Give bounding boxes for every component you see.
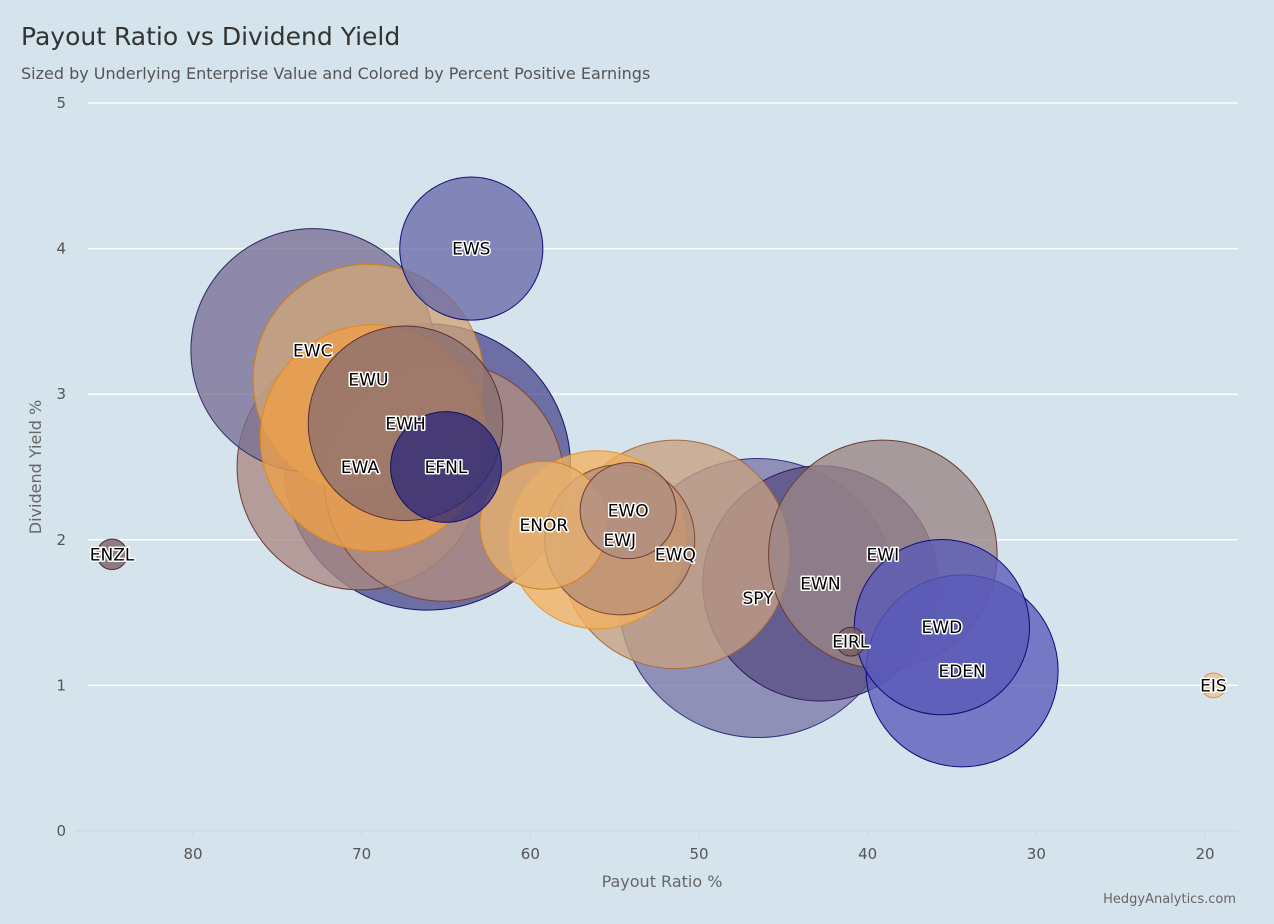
x-tick-label: 60: [521, 845, 540, 863]
x-tick-label: 70: [352, 845, 371, 863]
bubble-eis[interactable]: [1200, 672, 1227, 699]
bubble-label-ewj: EWJ: [603, 531, 636, 551]
y-tick-label: 4: [56, 240, 66, 258]
chart-subtitle: Sized by Underlying Enterprise Value and…: [21, 64, 651, 83]
y-tick-label: 2: [56, 531, 66, 549]
bubble-eirl[interactable]: [835, 626, 866, 657]
bubble-series: [96, 176, 1227, 768]
bubble-ewo[interactable]: [579, 462, 677, 560]
bubble-label-ewi: EWI: [867, 545, 900, 565]
y-tick-label: 0: [56, 822, 66, 840]
bubble-label-ewu: EWU: [348, 371, 388, 391]
x-tick-label: 20: [1195, 845, 1214, 863]
chart-title: Payout Ratio vs Dividend Yield: [21, 22, 401, 51]
bubble-label-eirl: EIRL: [832, 633, 870, 653]
bubble-label-ewo: EWO: [608, 502, 649, 522]
bubble-labels: ENZL EWC EWU EWA EWH EFNL EWS ENOR EWQ EWO EWJ SPY E…: [88, 238, 1228, 698]
bubble-label-efnl: EFNL: [425, 458, 468, 478]
bubble-label-ewn: EWN: [800, 574, 840, 594]
bubble-label-spy: SPY: [743, 589, 775, 609]
bubble-label-ewd: EWD: [922, 618, 963, 638]
x-tick-label: 40: [858, 845, 877, 863]
x-tick-label: 30: [1027, 845, 1046, 863]
bubble-label-eis: EIS: [1200, 676, 1227, 696]
credits-link[interactable]: HedgyAnalytics.com: [1103, 892, 1236, 907]
bubble-label-ewh: EWH: [385, 414, 425, 434]
y-axis-title: Dividend Yield %: [26, 400, 45, 534]
bubble-label-ews: EWS: [452, 240, 490, 260]
x-tick-label: 50: [689, 845, 708, 863]
x-tick-label: 80: [183, 845, 202, 863]
y-tick-label: 5: [56, 94, 66, 112]
axes: 0 1 2 3 4 5 80 70 60 50 40 30 20: [56, 94, 1238, 863]
bubble-enzl[interactable]: [96, 538, 128, 571]
bubble-label-ewa: EWA: [341, 458, 380, 478]
bubble-label-enor: ENOR: [519, 516, 568, 536]
bubble-ewd[interactable]: [853, 539, 1031, 716]
bubble-ews[interactable]: [399, 176, 544, 321]
x-axis-title: Payout Ratio %: [602, 872, 723, 891]
y-tick-label: 1: [56, 676, 66, 694]
bubble-label-ewc: EWC: [293, 342, 332, 362]
y-tick-label: 3: [56, 385, 66, 403]
bubble-label-enzl: ENZL: [90, 545, 135, 565]
bubble-label-ewq: EWQ: [655, 545, 696, 565]
bubble-label-eden: EDEN: [938, 662, 985, 682]
bubble-efnl[interactable]: [390, 411, 502, 523]
